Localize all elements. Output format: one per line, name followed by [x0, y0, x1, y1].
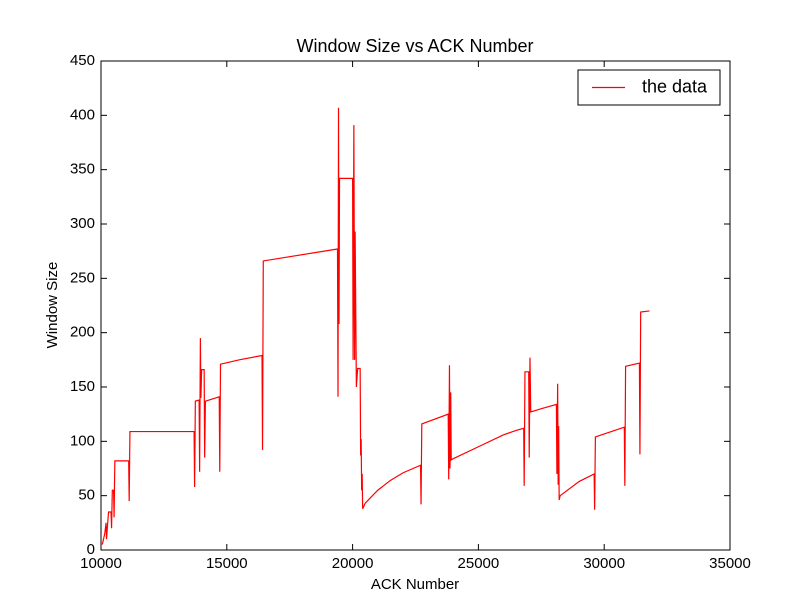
y-tick-label: 150: [70, 378, 95, 395]
y-tick-label: 50: [78, 487, 95, 504]
chart-title: Window Size vs ACK Number: [296, 36, 533, 56]
x-tick-label: 20000: [332, 555, 374, 572]
legend-label: the data: [642, 76, 708, 96]
y-tick-label: 100: [70, 432, 95, 449]
x-axis-label: ACK Number: [371, 576, 459, 593]
x-tick-label: 25000: [458, 555, 500, 572]
x-tick-label: 30000: [583, 555, 625, 572]
x-tick-label: 35000: [709, 555, 751, 572]
y-tick-label: 200: [70, 324, 95, 341]
plot-frame: [100, 60, 731, 551]
y-tick-label: 300: [70, 215, 95, 232]
y-tick-label: 0: [87, 541, 95, 558]
x-tick-label: 10000: [80, 555, 122, 572]
y-tick-label: 250: [70, 269, 95, 286]
y-axis-label: Window Size: [44, 262, 61, 349]
data-line: [101, 107, 650, 545]
x-tick-label: 15000: [206, 555, 248, 572]
y-tick-label: 450: [70, 52, 95, 69]
y-tick-label: 400: [70, 106, 95, 123]
y-tick-label: 350: [70, 161, 95, 178]
